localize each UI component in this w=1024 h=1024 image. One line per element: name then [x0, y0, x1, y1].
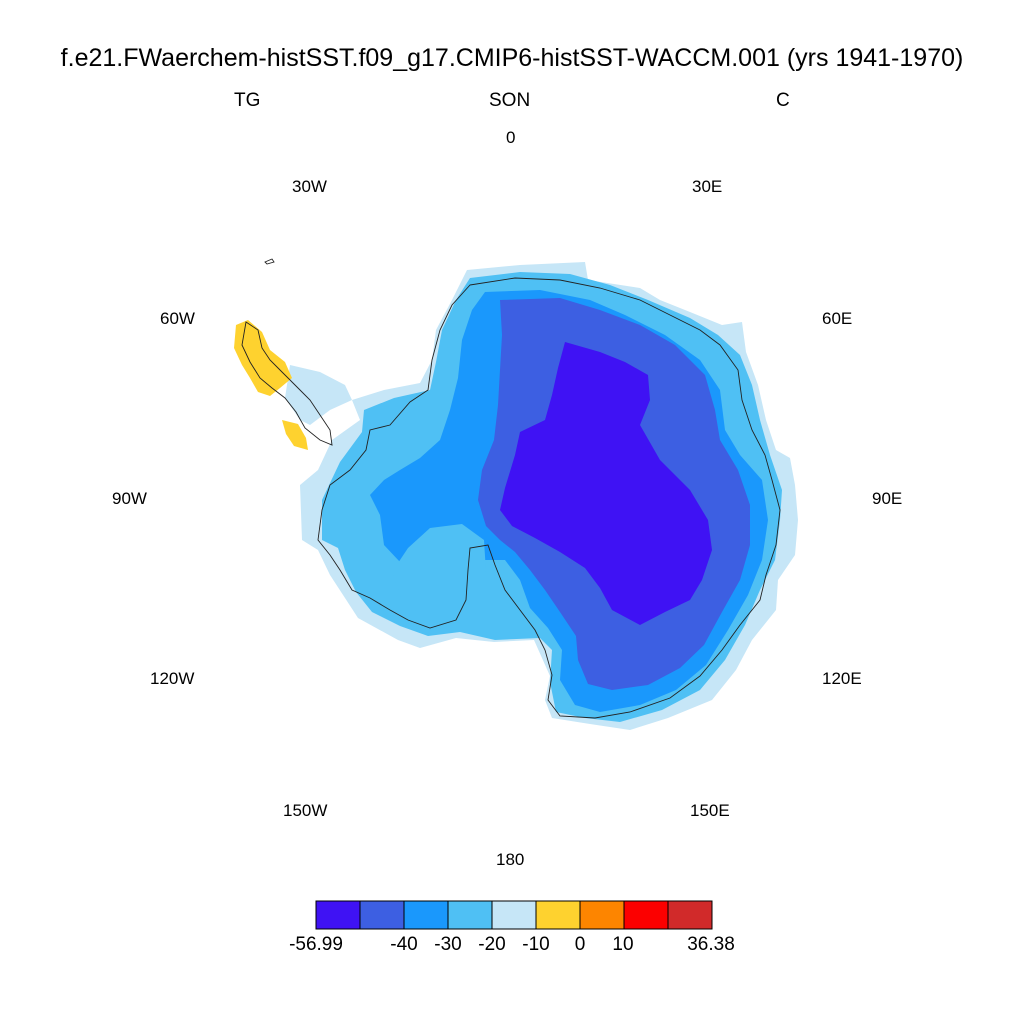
lon-label-150w: 150W — [283, 801, 328, 820]
colorbar-label-neg20: -20 — [478, 934, 506, 955]
colorbar-label-neg40: -40 — [390, 934, 418, 955]
colorbar-label-10: 10 — [612, 934, 634, 955]
coastline — [241, 258, 781, 719]
region-west-antarctica — [392, 524, 500, 624]
region-peninsula-warm-south — [282, 420, 308, 450]
lon-label-180: 180 — [496, 850, 525, 869]
lon-label-120e: 120E — [822, 669, 862, 688]
colorbar-label-max: 36.38 — [687, 934, 735, 955]
variable-label: TG — [234, 90, 261, 111]
region-plateau-interior — [500, 342, 712, 625]
lon-label-150e: 150E — [690, 801, 730, 820]
lon-label-30e: 30E — [692, 177, 723, 196]
season-label: SON — [489, 90, 531, 111]
lon-label-90w: 90W — [112, 489, 147, 508]
lon-label-0: 0 — [506, 128, 516, 147]
coastline-peninsula — [241, 321, 333, 446]
lon-label-60e: 60E — [822, 309, 853, 328]
plot-title: f.e21.FWaerchem-histSST.f09_g17.CMIP6-hi… — [60, 44, 964, 72]
region-peninsula-warm — [234, 320, 292, 396]
region-peninsula-fringe — [285, 365, 352, 425]
lon-label-90e: 90E — [872, 489, 903, 508]
colorbar-label-neg30: -30 — [434, 934, 462, 955]
colorbar-label-min: -56.99 — [289, 934, 343, 955]
lon-label-120w: 120W — [150, 669, 195, 688]
antarctica-field — [234, 262, 798, 730]
coastline-main — [317, 277, 781, 719]
colorbar-label-0: 0 — [574, 934, 586, 955]
lon-label-60w: 60W — [160, 309, 195, 328]
colorbar-label-neg10: -10 — [522, 934, 550, 955]
lon-label-30w: 30W — [292, 177, 327, 196]
units-label: C — [776, 90, 790, 111]
coastline-island — [264, 258, 275, 265]
